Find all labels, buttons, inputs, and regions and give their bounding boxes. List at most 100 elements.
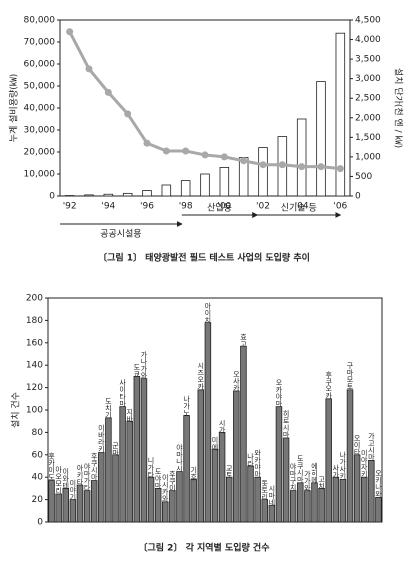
category-label: 야마가타 [83,462,91,492]
bar [103,193,114,197]
bar [62,487,70,523]
category-label: 구마모토 [346,362,354,390]
y-tick-label: 40,000 [24,104,56,114]
y-tick-label: 180 [26,316,43,326]
category-label: 효고 [239,333,247,347]
point [201,151,209,159]
y-tick-label: 10,000 [24,170,56,180]
point [143,139,151,147]
bar [140,378,148,523]
category-label: 이시카와 [161,473,169,503]
bar [69,499,77,523]
category-label: 사가 [332,463,340,479]
point [104,88,112,96]
y-axis-title: 누계 설비용량(㎾) [8,74,20,143]
point [317,163,325,171]
x-tick-label: '98 [179,202,193,212]
plot-frame [59,19,351,197]
bar [84,194,94,197]
bar [360,476,368,523]
category-label: 이와테 [62,467,70,490]
category-label: 미에 [211,435,219,451]
x-tick-label: '02 [256,202,270,212]
bar [180,180,191,197]
x-tick-label: '06 [333,202,347,212]
y2-axis-title: 설치 단가(천 엔 / ㎾) [393,68,405,148]
y2-tick-label: 4,500 [355,16,381,26]
point [66,28,74,36]
x-tick-label: '94 [101,202,115,212]
y-tick-label: 20,000 [24,148,56,158]
bar [48,480,55,523]
bar [142,190,152,197]
bar [296,118,307,197]
category-label: 가고시마 [367,432,375,462]
bar [335,32,346,197]
bar [197,389,205,523]
bar [112,454,119,523]
y-tick-label: 70,000 [24,38,56,48]
point [220,153,228,161]
y-tick-label: 30,000 [24,126,56,136]
bar [297,482,304,523]
bar [368,459,375,523]
category-label: 니가타 [147,456,155,479]
bar [169,490,176,523]
x-tick-label: '96 [140,202,154,212]
bar [190,479,197,523]
category-label: 오카야마 [275,379,283,408]
category-label: 미야자키 [360,448,368,478]
category-label: 아오모리 [55,465,63,495]
bar [119,406,126,523]
bar [254,476,261,523]
x-tick-label: '00 [217,202,231,212]
caption: 〔그림 1〕 태양광발전 필드 테스트 사업의 도입량 추이 [98,252,310,264]
bar [133,375,141,523]
category-label: 히로시마 [282,409,290,439]
category-label: 도야마 [154,468,162,490]
x-tick-label: '92 [63,202,77,212]
bar [211,448,219,523]
bar [258,147,268,197]
y2-tick-label: 4,000 [355,35,381,45]
y2-tick-label: 1,500 [355,133,381,143]
bar [304,490,311,523]
category-label: 후쿠시마 [90,453,98,482]
category-label: 야마구치 [289,462,297,492]
category-label: 가나가와 [140,350,148,380]
bar [233,390,240,523]
point [85,65,93,73]
category-label: 군마 [112,442,120,457]
bar [126,420,133,523]
category-label: 오이타 [353,434,361,456]
y-tick-label: 120 [26,383,43,393]
category-label: 나가사키 [339,451,347,481]
point [162,147,170,155]
point [298,163,306,171]
y2-tick-label: 500 [355,172,372,182]
bar [240,345,247,523]
y2-tick-label: 3,500 [355,55,381,65]
category-label: 에히메 [310,461,318,484]
y-tick-label: 140 [26,361,43,371]
y-tick-label: 80 [32,428,44,438]
bar [183,415,190,523]
category-label: 후쿠이 [168,470,176,492]
bar [200,173,210,197]
bar [76,484,84,523]
category-label: 미야기 [69,478,77,501]
category-label: 아이치 [204,301,212,324]
x-tick-label: '04 [295,202,309,212]
y-tick-label: 60,000 [24,60,56,70]
category-label: 도치기 [104,397,112,419]
y-tick-label: 50,000 [24,82,56,92]
category-label: 아키타 [76,464,84,487]
point [278,161,286,169]
y-tick-label: 100 [26,406,43,416]
bar [204,322,212,523]
bar [176,471,183,523]
bar [161,184,172,197]
category-label: 나라 [247,452,255,468]
y2-tick-label: 0 [355,192,361,202]
